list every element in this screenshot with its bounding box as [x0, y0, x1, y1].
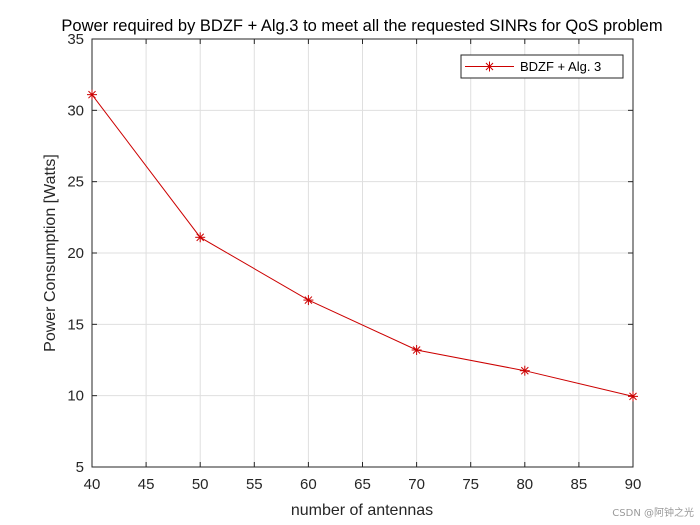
x-tick-label: 60	[300, 476, 317, 493]
y-tick-label: 20	[67, 245, 84, 262]
x-tick-label: 45	[138, 476, 155, 493]
legend: BDZF + Alg. 3	[460, 54, 624, 79]
legend-box	[460, 54, 624, 79]
legend-marker-asterisk	[484, 61, 495, 72]
x-tick-labels: 40 45 50 55 60 65 70 75 80 85 90	[84, 476, 642, 493]
y-tick-label: 10	[67, 388, 84, 405]
data-point-marker	[411, 345, 422, 356]
grid-lines	[92, 39, 633, 467]
y-tick-label: 35	[67, 31, 84, 48]
y-tick-label: 25	[67, 174, 84, 191]
y-tick-label: 30	[67, 102, 84, 119]
x-tick-label: 50	[192, 476, 209, 493]
data-point-marker	[628, 391, 638, 402]
series-line	[91, 94, 634, 397]
x-tick-label: 90	[625, 476, 642, 493]
data-point-marker	[195, 232, 206, 243]
watermark-text: CSDN @阿钟之光	[612, 506, 694, 519]
y-tick-labels: 5 10 15 20 25 30 35	[67, 31, 84, 476]
x-tick-label: 55	[246, 476, 263, 493]
x-tick-label: 70	[408, 476, 425, 493]
x-tick-label: 80	[516, 476, 533, 493]
axis-ticks	[91, 38, 634, 468]
y-tick-label: 5	[76, 459, 84, 476]
x-tick-label: 40	[84, 476, 101, 493]
data-point-marker	[303, 295, 314, 306]
x-tick-label: 65	[354, 476, 371, 493]
chart-title: Power required by BDZF + Alg.3 to meet a…	[61, 17, 662, 35]
x-axis-title: number of antennas	[291, 502, 433, 519]
series-layer	[87, 89, 638, 402]
legend-label: BDZF + Alg. 3	[520, 59, 601, 74]
y-tick-label: 15	[67, 316, 84, 333]
data-point-marker	[519, 365, 530, 376]
y-axis-title: Power Consumption [Watts]	[42, 154, 59, 352]
data-point-marker	[87, 89, 97, 100]
x-tick-label: 75	[462, 476, 479, 493]
x-tick-label: 85	[571, 476, 588, 493]
legend-marker	[484, 61, 495, 72]
